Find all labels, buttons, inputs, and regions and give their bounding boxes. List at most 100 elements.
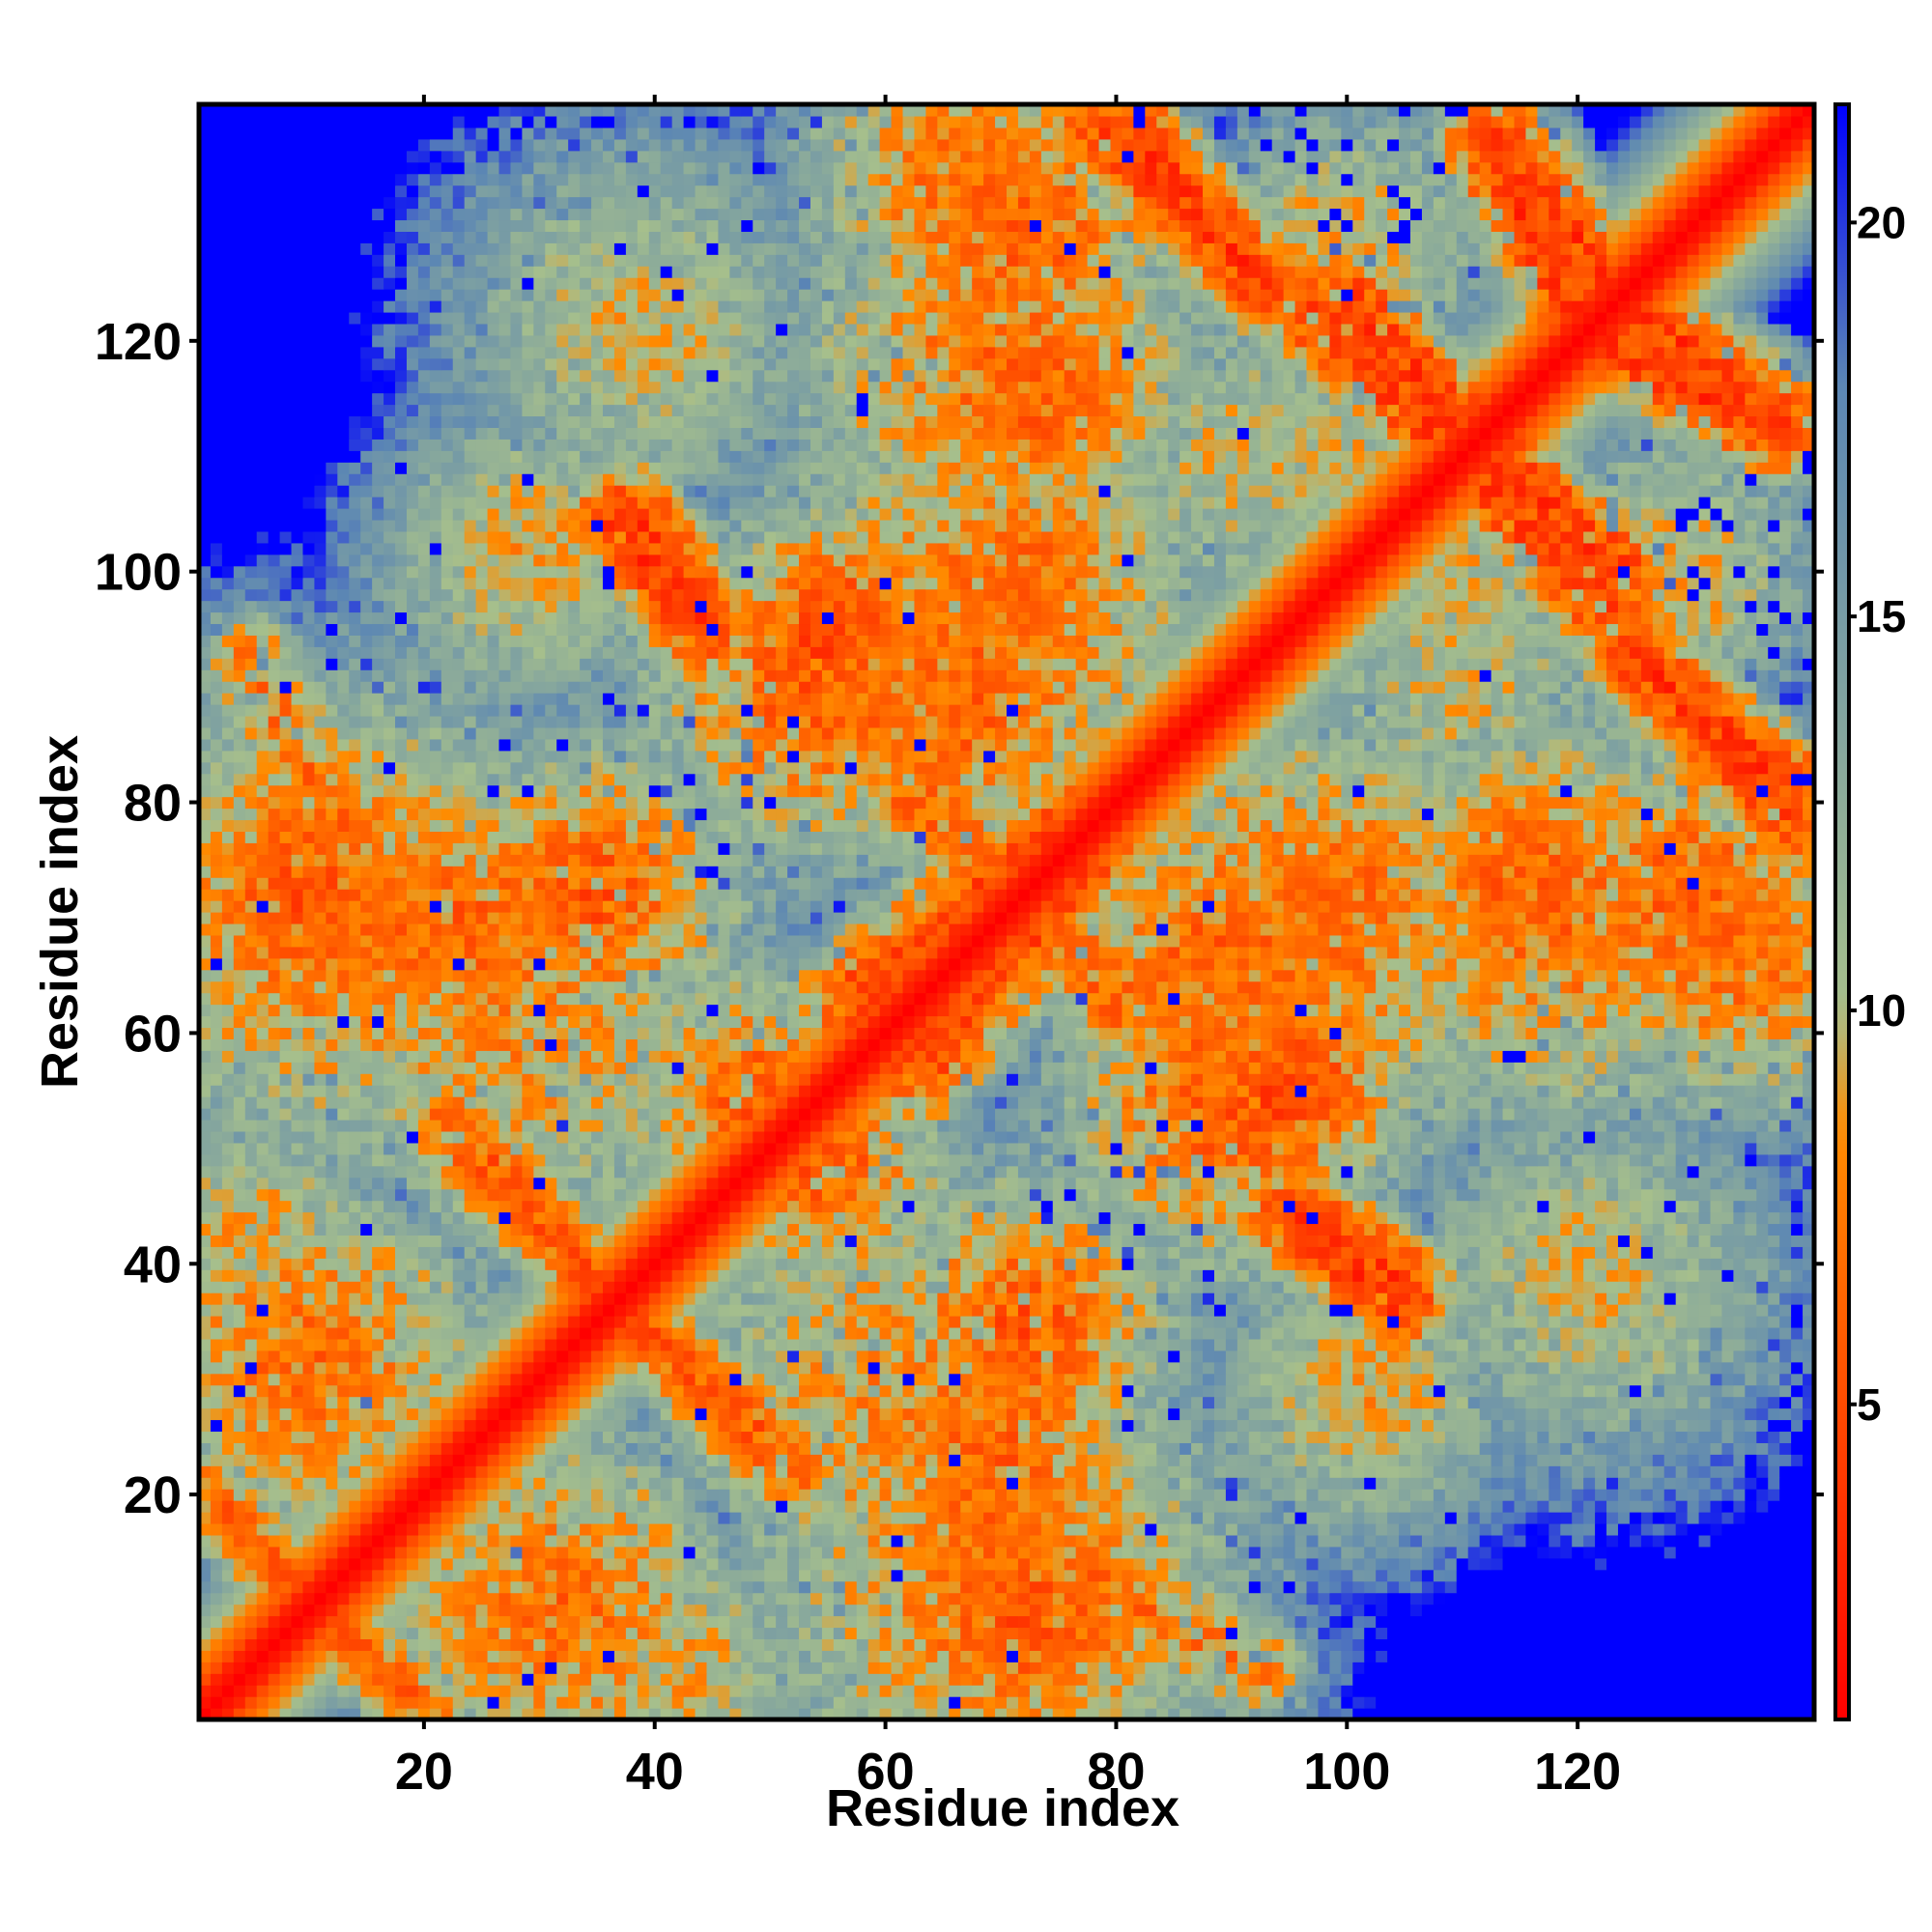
heatmap-cell — [1548, 1362, 1561, 1375]
heatmap-cell — [1191, 1638, 1204, 1651]
heatmap-cell — [1341, 1293, 1353, 1305]
heatmap-cell — [1261, 1362, 1273, 1375]
heatmap-cell — [314, 1350, 327, 1363]
heatmap-cell — [337, 1350, 350, 1363]
heatmap-cell — [476, 1442, 489, 1455]
heatmap-cell — [753, 1293, 765, 1305]
heatmap-cell — [983, 1350, 996, 1363]
heatmap-cell — [1721, 1454, 1734, 1466]
heatmap-cell — [972, 1350, 984, 1363]
heatmap-cell — [1548, 1419, 1561, 1432]
heatmap-cell — [1733, 1397, 1746, 1409]
heatmap-cell — [1110, 1408, 1122, 1421]
heatmap-cell — [1480, 1512, 1492, 1524]
heatmap-cell — [430, 1512, 442, 1524]
heatmap-cell — [1572, 1374, 1584, 1386]
heatmap-cell — [649, 1281, 662, 1293]
heatmap-cell — [1261, 1350, 1273, 1363]
heatmap-cell — [257, 1547, 270, 1559]
heatmap-cell — [614, 1374, 627, 1386]
heatmap-cell — [718, 1662, 730, 1674]
heatmap-cell — [257, 1385, 270, 1398]
heatmap-cell — [845, 1362, 858, 1375]
heatmap-cell — [684, 1605, 696, 1617]
heatmap-cell — [1457, 1385, 1469, 1398]
heatmap-cell — [591, 1523, 604, 1536]
heatmap-cell — [1572, 1408, 1584, 1421]
heatmap-cell — [983, 1558, 996, 1571]
heatmap-cell — [360, 1442, 373, 1455]
heatmap-cell — [892, 1385, 904, 1398]
heatmap-cell — [857, 1293, 869, 1305]
heatmap-cell — [1018, 1512, 1031, 1524]
heatmap-cell — [1676, 1454, 1689, 1466]
heatmap-cell — [568, 1500, 581, 1513]
heatmap-cell — [1583, 1442, 1596, 1455]
heatmap-cell — [1583, 1269, 1596, 1282]
heatmap-cell — [1156, 1258, 1169, 1270]
heatmap-cell — [1007, 1442, 1019, 1455]
heatmap-cell — [453, 1547, 466, 1559]
heatmap-cell — [834, 1500, 846, 1513]
heatmap-cell — [1376, 1269, 1388, 1282]
heatmap-cell — [568, 1616, 581, 1629]
heatmap-cell — [696, 1605, 708, 1617]
heatmap-cell — [1688, 1281, 1700, 1293]
heatmap-cell — [949, 1304, 961, 1317]
heatmap-cell — [1364, 1362, 1377, 1375]
heatmap-cell — [591, 1408, 604, 1421]
heatmap-cell — [638, 1408, 650, 1421]
heatmap-cell — [488, 1362, 500, 1375]
heatmap-cell — [603, 1535, 615, 1548]
heatmap-cell — [892, 1523, 904, 1536]
heatmap-cell — [880, 1269, 893, 1282]
heatmap-cell — [499, 1696, 512, 1709]
heatmap-cell — [292, 1593, 304, 1605]
heatmap-cell — [1445, 1397, 1458, 1409]
heatmap-cell — [453, 1419, 466, 1432]
heatmap-cell — [1088, 1627, 1100, 1639]
heatmap-cell — [1088, 1650, 1100, 1662]
heatmap-cell — [211, 1638, 223, 1651]
heatmap-cell — [280, 1269, 293, 1282]
heatmap-cell — [892, 1316, 904, 1328]
heatmap-cell — [799, 1269, 811, 1282]
heatmap-cell — [638, 1662, 650, 1674]
heatmap-cell — [580, 1327, 592, 1340]
heatmap-cell — [649, 1662, 662, 1674]
heatmap-cell — [880, 1327, 893, 1340]
heatmap-cell — [349, 1685, 361, 1697]
heatmap-cell — [222, 1442, 235, 1455]
heatmap-cell — [465, 1685, 477, 1697]
heatmap-cell — [1007, 1454, 1019, 1466]
heatmap-cell — [1214, 1638, 1227, 1651]
heatmap-cell — [465, 1454, 477, 1466]
heatmap-cell — [799, 1535, 811, 1548]
heatmap-cell — [972, 1605, 984, 1617]
heatmap-cell — [684, 1339, 696, 1351]
heatmap-cell — [960, 1385, 973, 1398]
heatmap-cell — [603, 1397, 615, 1409]
heatmap-cell — [545, 1489, 557, 1501]
heatmap-cell — [638, 1385, 650, 1398]
heatmap-cell — [245, 1362, 258, 1375]
heatmap-cell — [1399, 1339, 1411, 1351]
heatmap-cell — [1018, 1304, 1031, 1317]
heatmap-cell — [1329, 1605, 1342, 1617]
heatmap-cell — [995, 1627, 1008, 1639]
heatmap-cell — [222, 1419, 235, 1432]
heatmap-cell — [1492, 1385, 1504, 1398]
heatmap-cell — [1110, 1362, 1122, 1375]
heatmap-cell — [1410, 1523, 1423, 1536]
heatmap-cell — [349, 1374, 361, 1386]
heatmap-cell — [269, 1316, 281, 1328]
heatmap-cell — [1261, 1385, 1273, 1398]
heatmap-cell — [868, 1293, 881, 1305]
heatmap-cell — [810, 1547, 823, 1559]
heatmap-cell — [753, 1650, 765, 1662]
heatmap-cell — [696, 1581, 708, 1594]
heatmap-cell — [1745, 1281, 1757, 1293]
heatmap-cell — [1664, 1431, 1677, 1443]
heatmap-cell — [1122, 1408, 1134, 1421]
heatmap-cell — [556, 1431, 569, 1443]
